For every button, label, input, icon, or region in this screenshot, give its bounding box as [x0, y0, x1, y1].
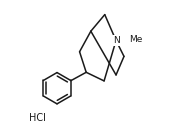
- Text: Me: Me: [129, 35, 142, 44]
- Text: N: N: [113, 36, 119, 45]
- Text: HCl: HCl: [29, 113, 46, 123]
